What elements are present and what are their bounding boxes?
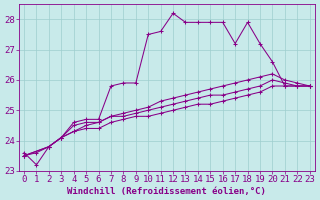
X-axis label: Windchill (Refroidissement éolien,°C): Windchill (Refroidissement éolien,°C) [68,187,266,196]
